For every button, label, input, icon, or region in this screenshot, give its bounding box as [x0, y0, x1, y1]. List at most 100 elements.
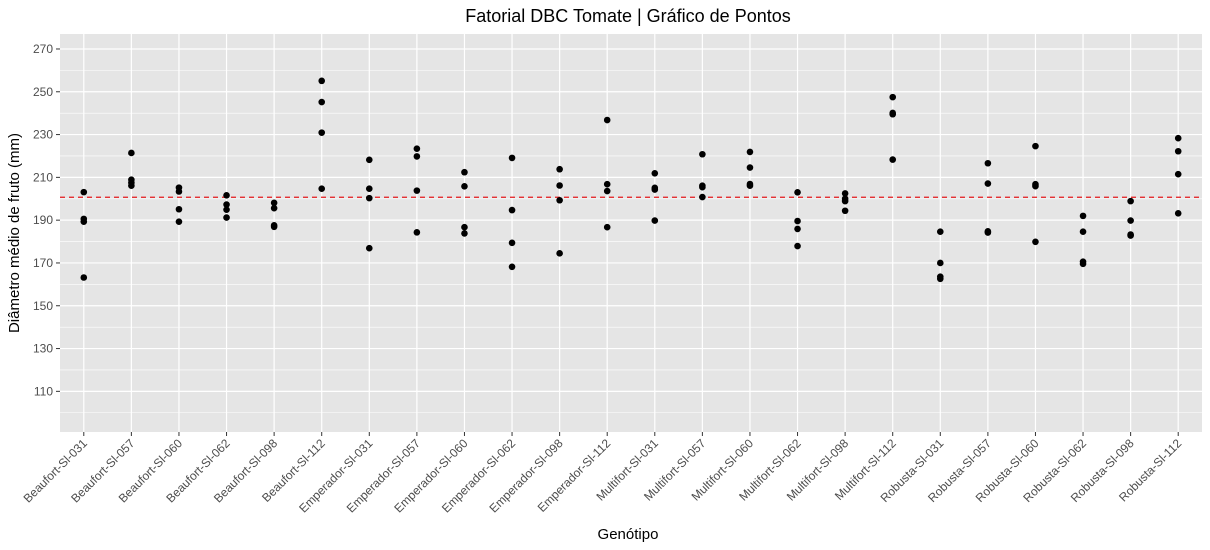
y-tick-label: 270 [33, 42, 53, 56]
data-point [889, 93, 897, 101]
y-tick-label: 230 [33, 128, 53, 142]
data-point [746, 164, 754, 171]
data-point [556, 182, 563, 189]
data-point [1127, 217, 1134, 224]
data-point [318, 185, 326, 193]
data-point [1174, 210, 1182, 217]
y-tick-label: 130 [33, 342, 53, 356]
data-point [841, 190, 849, 197]
data-point [365, 244, 373, 252]
data-point [223, 206, 230, 213]
data-point [794, 217, 801, 225]
data-point [889, 110, 897, 118]
data-point [365, 156, 373, 164]
y-axis: 110 130 150 170 190 210 230 250 270 [33, 42, 60, 398]
data-point [223, 201, 230, 208]
data-point [651, 186, 659, 193]
y-axis-title: Diâmetro médio de fruto (mm) [6, 133, 23, 333]
data-point [1032, 182, 1039, 190]
plot-panel [60, 34, 1202, 432]
data-point [936, 259, 944, 267]
data-point [699, 193, 706, 201]
data-point [1174, 170, 1182, 178]
data-point [223, 214, 230, 221]
data-point [175, 205, 183, 213]
chart-title: Fatorial DBC Tomate | Gráfico de Pontos [465, 6, 791, 26]
data-point [128, 182, 135, 190]
data-point [413, 153, 421, 160]
data-point [699, 150, 706, 158]
data-point [1032, 142, 1039, 150]
data-point [365, 185, 373, 193]
data-point [651, 217, 659, 224]
data-point [841, 197, 849, 205]
data-point [508, 154, 516, 162]
data-point [699, 183, 706, 191]
data-point [461, 168, 468, 176]
data-point [1174, 147, 1182, 155]
data-point [318, 129, 326, 136]
y-tick-label: 170 [33, 256, 53, 270]
data-point [556, 250, 563, 257]
data-point [1079, 228, 1087, 236]
y-tick-label: 190 [33, 213, 53, 227]
data-point [318, 77, 326, 85]
major-gridlines [60, 34, 1202, 432]
data-point [508, 206, 516, 214]
data-point [651, 170, 659, 177]
data-point [603, 180, 611, 188]
data-point [794, 225, 801, 233]
y-tick-label: 210 [33, 170, 53, 184]
data-point [794, 242, 801, 250]
data-point [80, 188, 88, 196]
data-point [556, 165, 563, 173]
data-point [508, 239, 516, 247]
minor-gridlines [60, 70, 1202, 414]
data-point [1127, 197, 1134, 205]
data-point [175, 218, 183, 225]
data-point [746, 148, 754, 156]
data-point [270, 204, 278, 212]
data-point [223, 192, 230, 199]
data-point [984, 180, 992, 187]
data-point [413, 229, 421, 236]
data-point [461, 223, 468, 231]
data-point [936, 228, 944, 236]
data-point [841, 207, 849, 215]
data-point [80, 218, 88, 225]
data-point [556, 196, 563, 204]
data-point [603, 223, 611, 231]
y-tick-label: 110 [34, 384, 53, 398]
data-point [603, 187, 611, 195]
y-tick-label: 150 [33, 299, 53, 313]
data-point [936, 275, 944, 283]
data-points [80, 77, 1182, 283]
data-point [794, 189, 801, 196]
data-point [1174, 134, 1182, 142]
data-point [1079, 260, 1087, 268]
y-tick-label: 250 [33, 85, 53, 99]
data-point [889, 156, 897, 163]
data-point [365, 194, 373, 202]
data-point [413, 145, 421, 152]
data-point [508, 263, 516, 271]
data-point [270, 199, 278, 207]
data-point [413, 187, 421, 194]
data-point [80, 274, 88, 281]
x-axis-title: Genótipo [598, 526, 659, 543]
data-point [175, 188, 183, 195]
data-point [461, 183, 468, 190]
data-point [603, 116, 611, 124]
data-point [746, 182, 754, 190]
x-axis: Beaufort-Sl-031Beaufort-Sl-057Beaufort-S… [21, 432, 1185, 515]
data-point [128, 149, 135, 157]
data-point [984, 229, 992, 236]
data-point [270, 223, 278, 231]
data-point [984, 159, 992, 167]
data-point [1032, 238, 1039, 246]
data-point [1127, 232, 1134, 239]
data-point [461, 230, 468, 237]
data-point [318, 98, 326, 106]
data-point [1079, 212, 1087, 220]
